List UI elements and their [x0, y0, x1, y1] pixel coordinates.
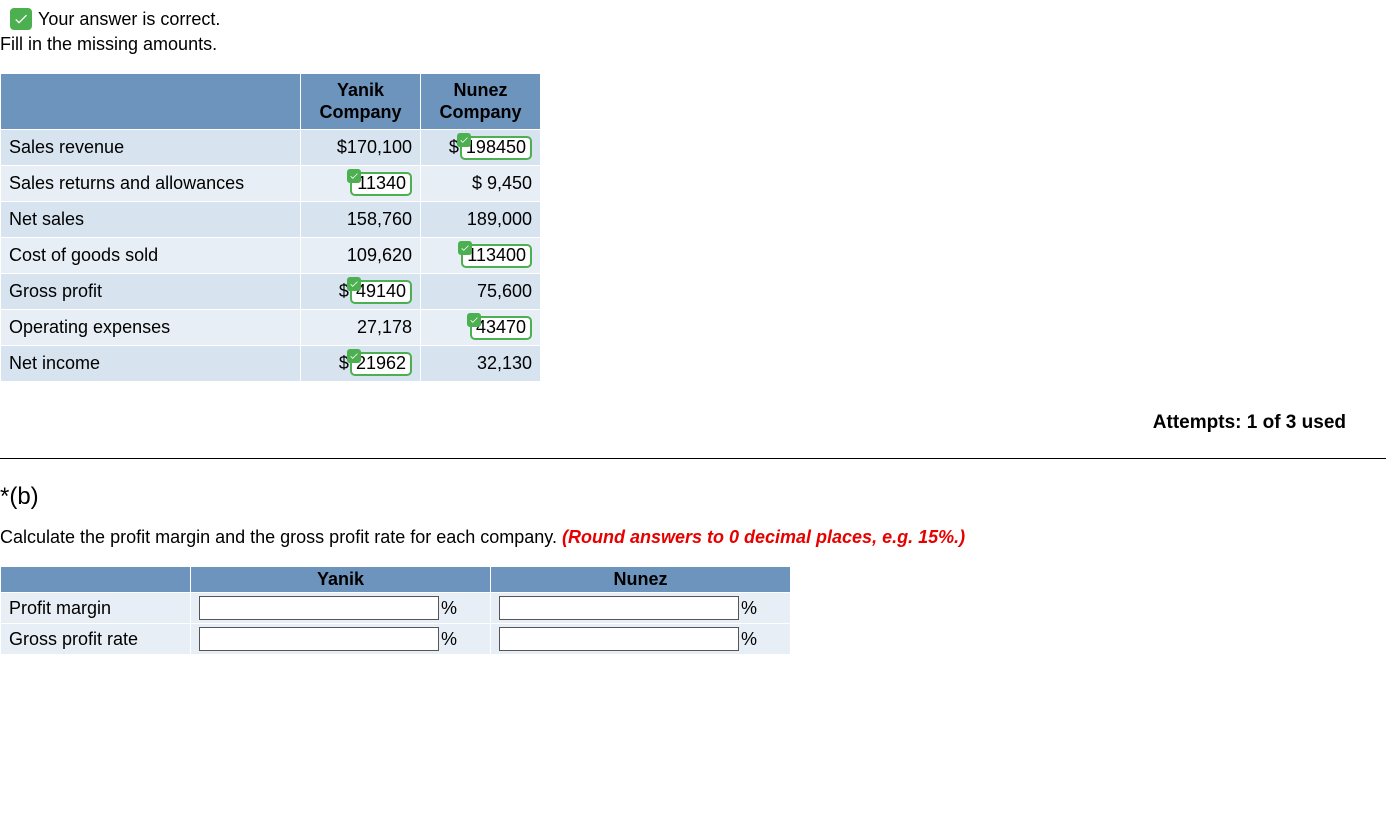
correct-answer-box: 21962: [350, 352, 412, 376]
correct-answer-box: 11340: [350, 172, 412, 196]
part-b-hint: (Round answers to 0 decimal places, e.g.…: [562, 527, 965, 547]
ratio-cell: %: [191, 593, 491, 624]
table-cell: 27,178: [301, 310, 421, 346]
ratio-row-label: Gross profit rate: [1, 624, 191, 655]
table-row-label: Net sales: [1, 202, 301, 238]
table-row-label: Net income: [1, 346, 301, 382]
table-cell: $ 9,450: [421, 166, 541, 202]
table-cell: 109,620: [301, 238, 421, 274]
attempts-text: Attempts: 1 of 3 used: [0, 412, 1386, 434]
financial-table: YanikCompany NunezCompany Sales revenue$…: [0, 73, 541, 382]
percent-unit: %: [441, 598, 457, 619]
table-cell: 43470: [421, 310, 541, 346]
table-cell: 158,760: [301, 202, 421, 238]
check-icon: [347, 277, 361, 291]
answer-value: 113400: [467, 245, 526, 266]
check-icon: [467, 313, 481, 327]
table-cell: $170,100: [301, 130, 421, 166]
nunez-input[interactable]: [499, 627, 739, 651]
check-icon: [347, 349, 361, 363]
table-header-yanik: YanikCompany: [301, 74, 421, 130]
table-row-label: Cost of goods sold: [1, 238, 301, 274]
table-cell: 189,000: [421, 202, 541, 238]
table-cell: 11340: [301, 166, 421, 202]
check-icon: [457, 133, 471, 147]
table-cell: 113400: [421, 238, 541, 274]
answer-value: 198450: [466, 137, 526, 158]
percent-unit: %: [741, 629, 757, 650]
table-cell: $198450: [421, 130, 541, 166]
table-cell: $21962: [301, 346, 421, 382]
answer-value: 11340: [357, 173, 406, 194]
feedback-text: Your answer is correct.: [38, 9, 220, 30]
correct-answer-box: 43470: [470, 316, 532, 340]
correct-answer-box: 198450: [460, 136, 532, 160]
ratio-header-yanik: Yanik: [191, 567, 491, 593]
table-cell: $49140: [301, 274, 421, 310]
correct-answer-box: 113400: [461, 244, 532, 268]
part-b-instruction-text: Calculate the profit margin and the gros…: [0, 527, 562, 547]
correct-answer-box: 49140: [350, 280, 412, 304]
check-icon: [10, 8, 32, 30]
instruction-text: Fill in the missing amounts.: [0, 34, 1386, 55]
table-cell: 75,600: [421, 274, 541, 310]
table-header-blank: [1, 74, 301, 130]
table-cell: 32,130: [421, 346, 541, 382]
percent-unit: %: [441, 629, 457, 650]
answer-value: 21962: [356, 353, 406, 374]
check-icon: [347, 169, 361, 183]
ratio-cell: %: [491, 593, 791, 624]
percent-unit: %: [741, 598, 757, 619]
check-icon: [458, 241, 472, 255]
part-b-label: *(b): [0, 483, 1386, 511]
answer-value: 43470: [476, 317, 526, 338]
ratio-header-nunez: Nunez: [491, 567, 791, 593]
table-row-label: Sales revenue: [1, 130, 301, 166]
ratio-header-blank: [1, 567, 191, 593]
yanik-input[interactable]: [199, 596, 439, 620]
ratio-cell: %: [491, 624, 791, 655]
answer-value: 49140: [356, 281, 406, 302]
table-row-label: Gross profit: [1, 274, 301, 310]
table-row-label: Operating expenses: [1, 310, 301, 346]
ratio-row-label: Profit margin: [1, 593, 191, 624]
nunez-input[interactable]: [499, 596, 739, 620]
ratio-table: Yanik Nunez Profit margin%% Gross profit …: [0, 566, 791, 655]
part-b-instruction: Calculate the profit margin and the gros…: [0, 527, 1386, 548]
feedback-line: Your answer is correct.: [0, 8, 1386, 30]
yanik-input[interactable]: [199, 627, 439, 651]
table-row-label: Sales returns and allowances: [1, 166, 301, 202]
section-divider: [0, 458, 1386, 459]
table-header-nunez: NunezCompany: [421, 74, 541, 130]
ratio-cell: %: [191, 624, 491, 655]
